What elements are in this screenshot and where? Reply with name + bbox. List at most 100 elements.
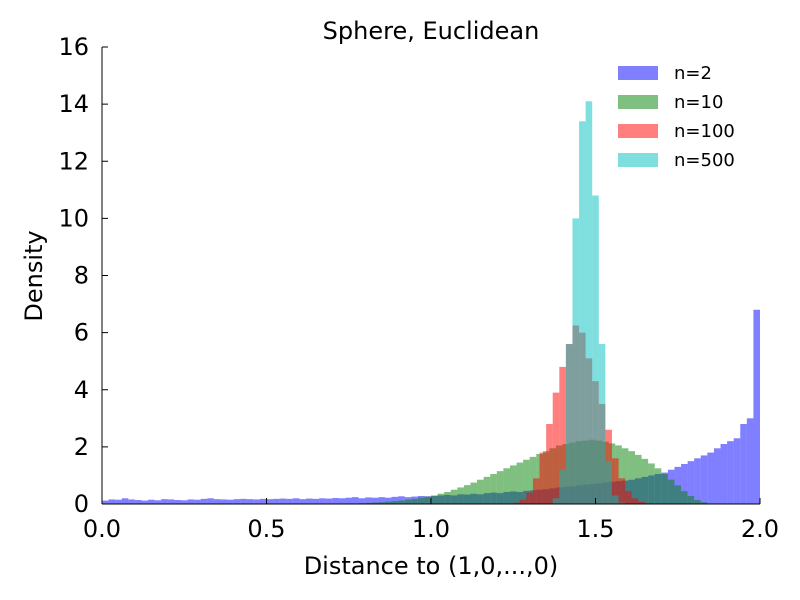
legend-label: n=100 [674,121,735,142]
y-tick-label: 8 [74,262,89,290]
x-tick-label: 1.0 [412,515,450,543]
histogram-bar [733,438,741,504]
histogram-bar [641,458,649,504]
histogram-bar [424,496,431,504]
histogram-bar [141,500,149,504]
histogram-bar [161,499,168,504]
histogram-bar [431,495,438,504]
histogram-bar [174,500,181,504]
histogram-bar [654,468,662,504]
histogram-bar [266,499,274,504]
histogram-bar [539,452,547,504]
legend-item: n=100 [618,121,735,142]
histogram-bar [552,498,560,504]
histogram-bar [713,448,721,504]
histogram-bar [187,499,195,504]
histogram-bar [552,392,560,504]
histogram-bar [378,502,385,504]
histogram-bar [398,496,405,504]
histogram-bar [253,499,260,504]
series-n=500 [552,101,626,505]
histogram-bar [628,451,635,504]
histogram-bar [681,491,688,504]
y-tick-label: 4 [74,376,89,404]
histogram-bar [496,471,504,504]
histogram-bar [312,498,320,504]
histogram-bar [598,344,606,504]
histogram-bar [523,459,530,504]
histogram-bar [700,502,708,504]
histogram-bar [246,499,254,504]
histogram-bar [437,493,445,504]
x-tick-label: 0.0 [83,515,121,543]
histogram-bar [559,366,566,504]
histogram-bar [154,500,162,504]
histogram-bar [338,498,346,504]
x-axis-ticks: 0.0 0.5 1.0 1.5 2.0 [83,498,779,543]
histogram-bar [694,458,701,504]
histogram-bar [240,498,247,504]
histogram-bar [661,474,668,504]
histogram-bar [319,498,326,504]
legend-item: n=10 [618,92,723,113]
histogram-bar [720,444,728,504]
histogram-bar [477,479,484,504]
histogram-bar [148,499,155,504]
legend-label: n=500 [674,150,735,171]
histogram-bar [207,498,214,504]
legend-item: n=500 [618,150,735,171]
histogram-bar [546,424,553,504]
histogram-bar [325,498,333,504]
histogram-bar [371,497,379,504]
histogram-bar [727,441,734,504]
histogram-bar [417,497,425,504]
histogram-bar [681,464,688,504]
histogram-bar [213,499,221,504]
legend-swatch [618,66,658,80]
histogram-bar [621,448,629,504]
histogram-bar [753,309,760,504]
histogram-bar [115,499,122,504]
legend-item: n=2 [618,63,712,84]
histogram-bar [365,497,372,504]
legend-swatch [618,124,658,138]
y-tick-label: 14 [58,90,89,118]
histogram-bar [579,121,586,504]
histogram-bar [352,497,359,504]
y-tick-label: 12 [58,147,89,175]
histogram-bar [572,218,580,504]
histogram-bar [398,500,405,504]
legend: n=2 n=10 n=100 n=500 [618,63,735,171]
histogram-bar [292,498,300,504]
histogram-bar [384,497,392,504]
histogram-bar [332,498,339,504]
histogram-bar [611,495,619,504]
histogram-bar [371,502,379,504]
histogram-bar [305,498,313,504]
histogram-bar [411,498,418,504]
histogram-bar [513,502,520,504]
legend-swatch [618,95,658,109]
histogram-bar [286,498,293,504]
histogram-bar [102,500,109,504]
histogram-bar [273,498,280,504]
histogram-bar [526,492,533,504]
y-axis-title: Density [20,230,48,321]
x-tick-label: 1.5 [576,515,614,543]
histogram-bar [121,498,129,504]
histogram-bar [227,499,234,504]
y-tick-label: 6 [74,319,89,347]
histogram-bar [625,491,632,504]
histogram-bar [648,463,655,504]
histogram-bar [180,500,188,504]
histogram-bar [490,474,497,504]
histogram-bar [565,344,573,504]
histogram-bar [592,195,599,504]
histogram-bar [450,489,458,504]
histogram-bar [378,497,385,504]
histogram-bar [585,101,593,505]
histogram-bar [516,462,524,504]
histogram-bars [102,101,760,505]
histogram-bar [746,418,754,504]
